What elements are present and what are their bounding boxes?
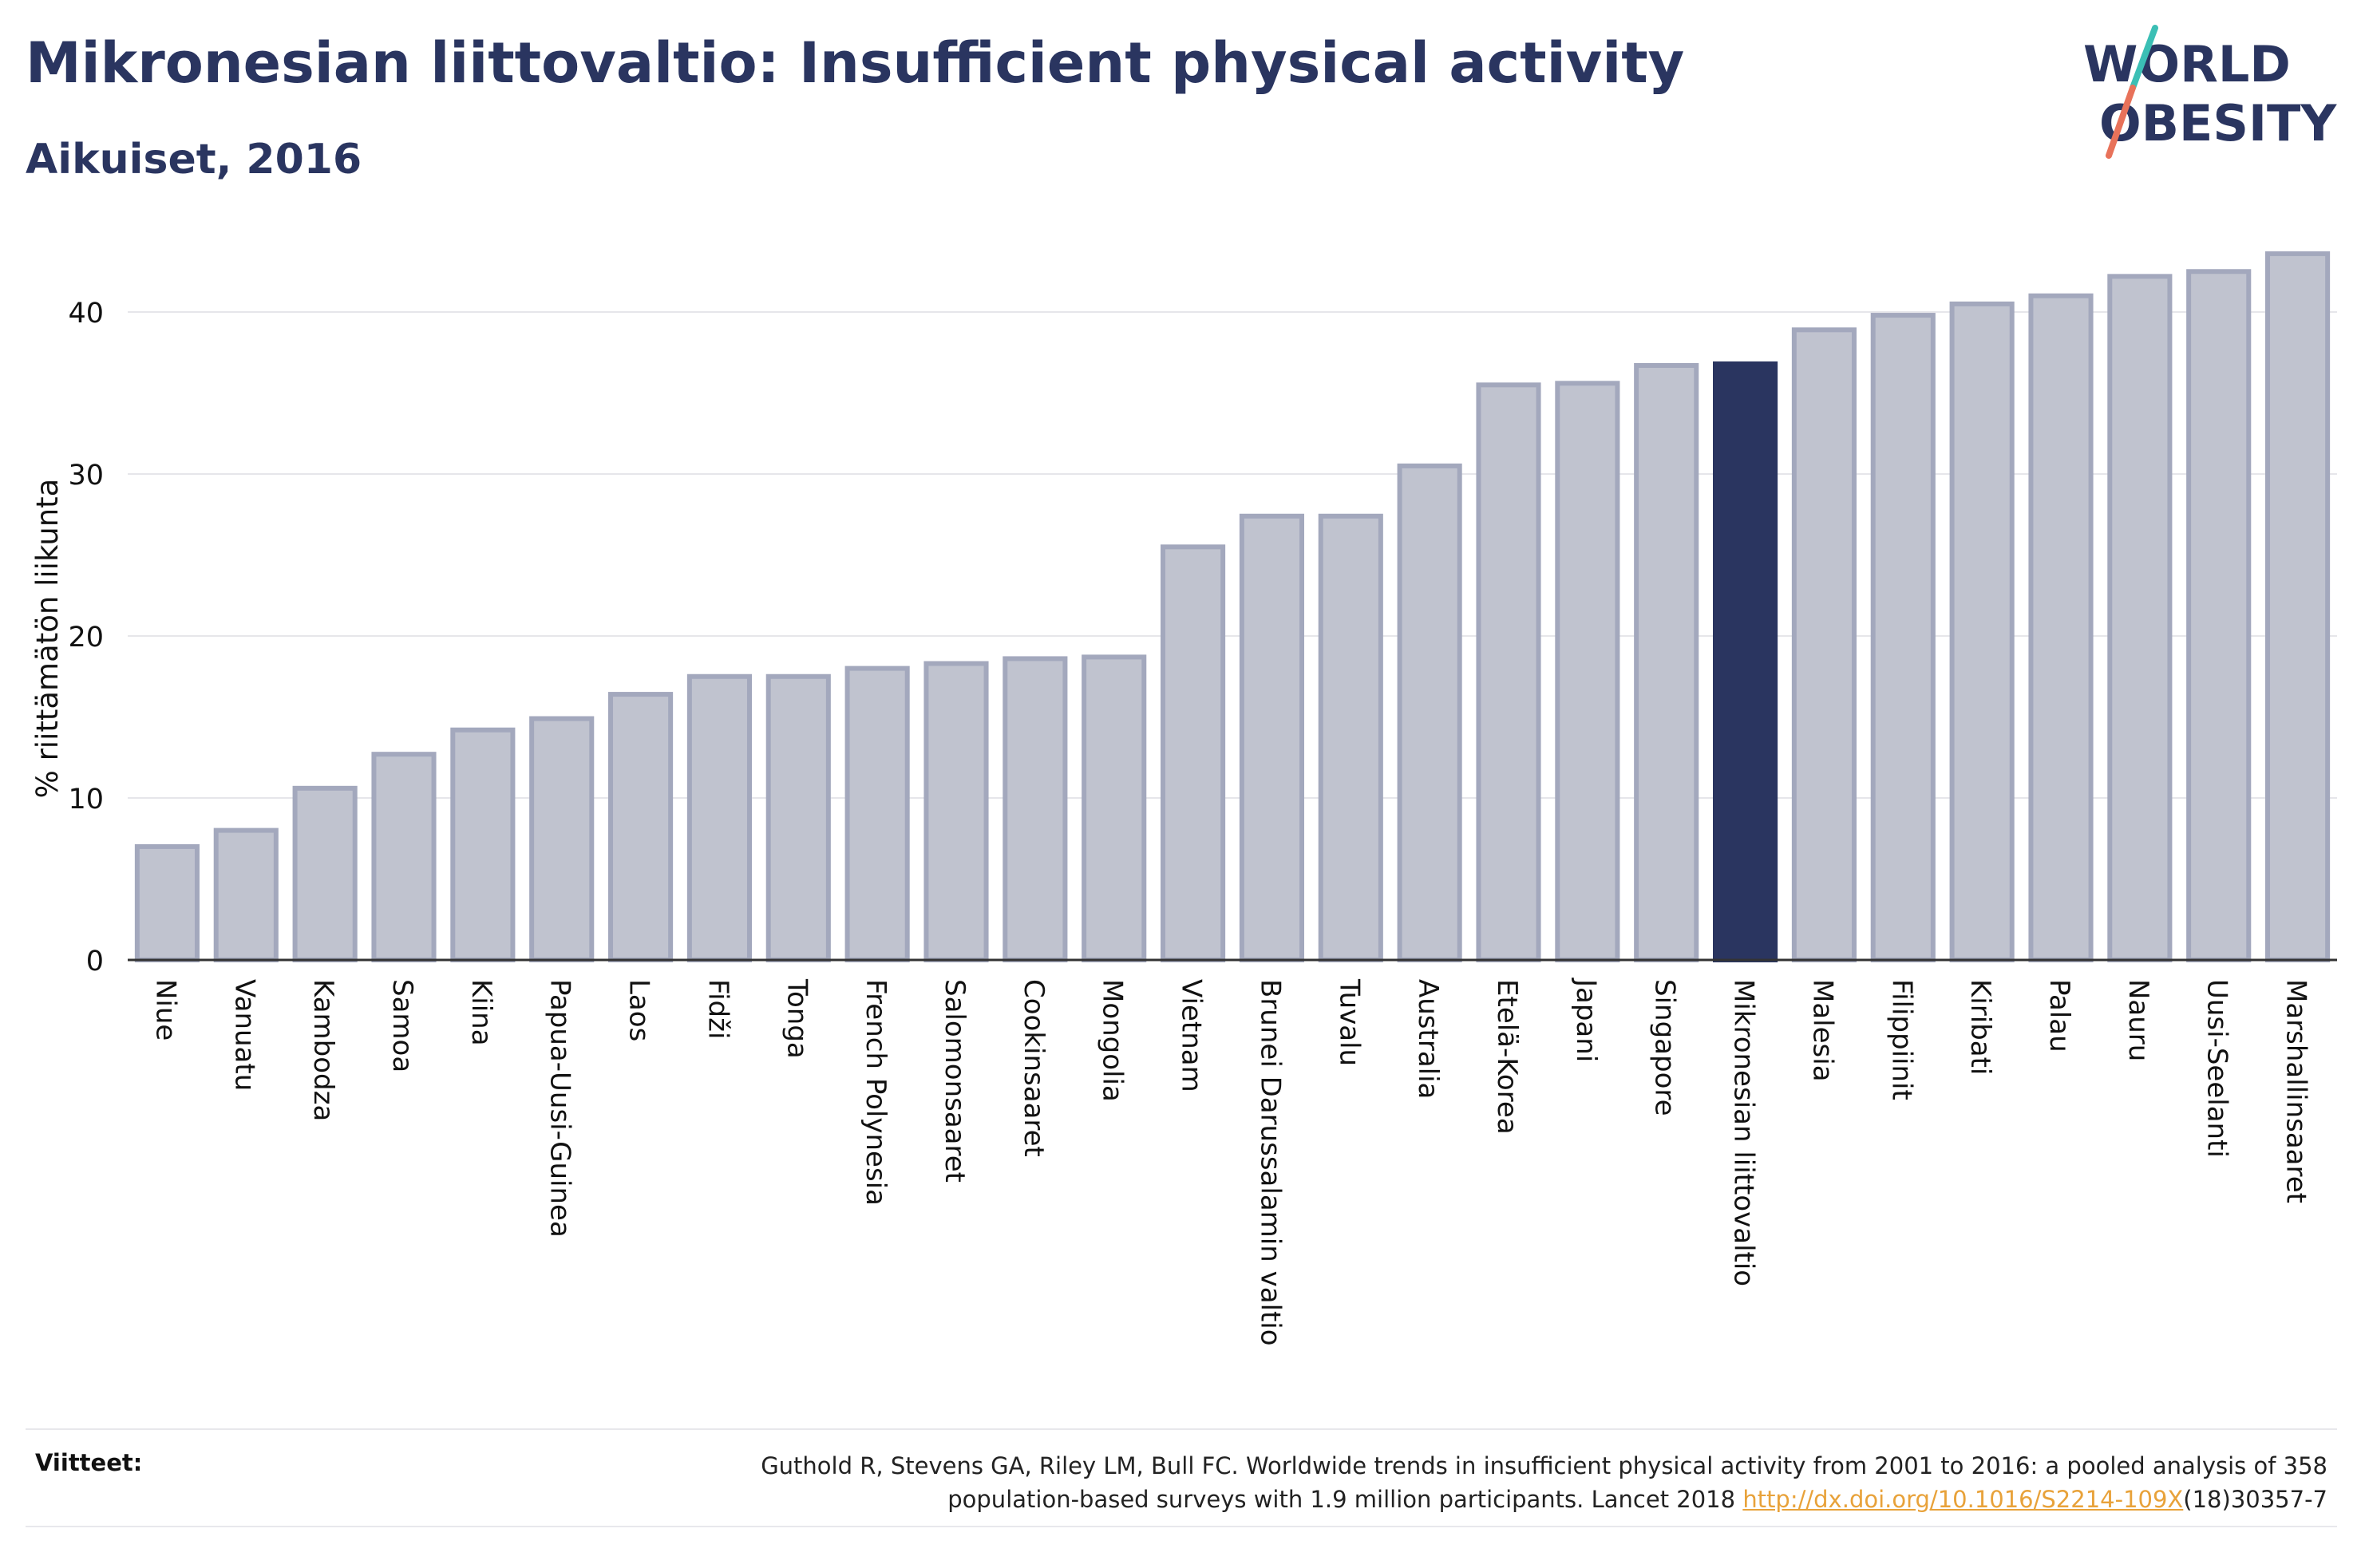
- bar: [213, 827, 279, 962]
- bar: [1634, 362, 1699, 962]
- footer-divider-top: [26, 1428, 2337, 1430]
- bar: [1791, 327, 1857, 962]
- footer-divider-bottom: [26, 1526, 2337, 1527]
- logo-slash-top: [2130, 25, 2158, 91]
- bar: [2265, 251, 2331, 963]
- y-axis-label: % riittämätön liikunta: [30, 479, 65, 799]
- bar-highlighted: [1713, 361, 1778, 962]
- x-tick-label: Laos: [623, 979, 655, 1041]
- bar: [134, 843, 200, 963]
- y-tick-label: 10: [68, 784, 104, 816]
- bar: [2028, 293, 2094, 962]
- x-tick-label: Malesia: [1806, 979, 1838, 1082]
- x-tick-label: Niue: [149, 979, 181, 1041]
- x-tick-label: Tuvalu: [1333, 978, 1365, 1066]
- bar: [923, 661, 989, 962]
- bar: [2107, 274, 2173, 962]
- y-tick-label: 0: [86, 946, 104, 978]
- bar: [608, 692, 674, 963]
- x-tick-label: Uusi-Seelanti: [2201, 979, 2233, 1158]
- y-tick-labels: 0 10 20 30 40: [68, 298, 104, 978]
- x-tick-label: Brunei Darussalamin valtio: [1254, 979, 1286, 1346]
- bar: [1239, 513, 1304, 962]
- bar: [686, 673, 752, 962]
- x-tick-label: French Polynesia: [860, 979, 892, 1206]
- footer-reference: Guthold R, Stevens GA, Riley LM, Bull FC…: [492, 1449, 2327, 1516]
- x-tick-labels: Niue Vanuatu Kambodza Samoa Kiina Papua-Uusi-…: [149, 978, 2312, 1346]
- reference-line2-prefix: population-based surveys with 1.9 millio…: [947, 1486, 1743, 1513]
- x-tick-label: Etelä-Korea: [1491, 979, 1523, 1135]
- bar: [292, 785, 358, 962]
- x-tick-label: Mikronesian liittovaltio: [1728, 979, 1760, 1286]
- logo-line2: OBESITY: [2099, 94, 2337, 152]
- bar: [529, 716, 595, 963]
- page-subtitle: Aikuiset, 2016: [26, 136, 362, 184]
- x-tick-label: Fidži: [702, 979, 734, 1039]
- x-tick-label: Filippiinit: [1885, 979, 1917, 1100]
- bar: [1161, 544, 1226, 962]
- bar: [1318, 513, 1383, 962]
- x-tick-label: Cookinsaaret: [1018, 979, 1050, 1157]
- y-tick-label: 30: [68, 460, 104, 492]
- reference-line1: Guthold R, Stevens GA, Riley LM, Bull FC…: [761, 1452, 2327, 1479]
- x-tick-label: Singapore: [1649, 979, 1681, 1116]
- x-tick-label: Australia: [1412, 979, 1444, 1099]
- logo-slash-bottom: [2106, 85, 2136, 159]
- reference-line2-suffix: (18)30357-7: [2183, 1486, 2327, 1513]
- logo-line1: WORLD: [2083, 35, 2291, 93]
- bar: [1949, 301, 2015, 963]
- x-tick-label: Kambodza: [307, 979, 339, 1121]
- y-tick-label: 40: [68, 298, 104, 330]
- bar: [1003, 656, 1068, 962]
- bar: [844, 666, 910, 962]
- bar: [765, 673, 831, 962]
- x-tick-label: Japani: [1570, 978, 1602, 1062]
- x-tick-label: Nauru: [2122, 979, 2154, 1061]
- bar: [450, 727, 516, 962]
- bar: [1397, 463, 1462, 962]
- x-tick-label: Palau: [2043, 979, 2075, 1053]
- x-tick-label: Mongolia: [1097, 979, 1129, 1102]
- world-obesity-logo: WORLD OBESITY: [2083, 25, 2337, 159]
- footer-label: Viitteet:: [35, 1449, 143, 1476]
- page-title: Mikronesian liittovaltio: Insufficient p…: [26, 30, 1685, 96]
- bar: [1555, 381, 1620, 962]
- bar: [1082, 654, 1147, 962]
- x-tick-label: Kiina: [465, 979, 497, 1046]
- x-tick-label: Kiribati: [1964, 979, 1996, 1075]
- reference-doi-link[interactable]: http://dx.doi.org/10.1016/S2214-109X: [1742, 1486, 2184, 1513]
- x-tick-label: Tonga: [781, 978, 813, 1059]
- x-tick-label: Papua-Uusi-Guinea: [544, 979, 576, 1238]
- x-tick-label: Vanuatu: [228, 979, 260, 1091]
- bar: [2186, 269, 2252, 962]
- reference-line2: population-based surveys with 1.9 millio…: [492, 1483, 2327, 1516]
- x-tick-label: Samoa: [386, 979, 418, 1072]
- bars: [134, 251, 2331, 963]
- bar-chart: 0 10 20 30 40 Niue Vanuatu Kambodza Samoa Kiina P…: [30, 251, 2337, 1346]
- x-tick-label: Marshallinsaaret: [2280, 979, 2312, 1203]
- bar: [1870, 313, 1936, 962]
- bar: [1476, 382, 1541, 963]
- y-tick-label: 20: [68, 622, 104, 654]
- x-tick-label: Salomonsaaret: [939, 979, 971, 1183]
- x-tick-label: Vietnam: [1176, 979, 1208, 1092]
- bar: [371, 752, 437, 962]
